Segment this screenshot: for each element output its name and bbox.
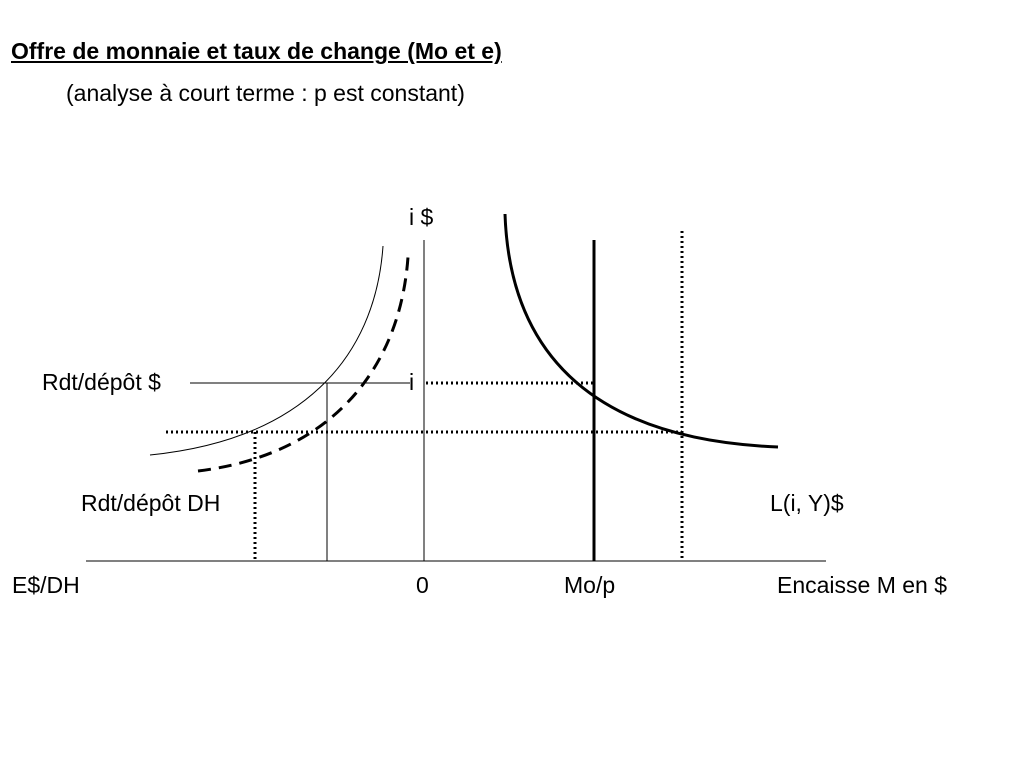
page-subtitle: (analyse à court terme : p est constant)	[66, 80, 465, 106]
exchange-rate-axis-label: E$/DH	[12, 572, 80, 598]
money-demand-label: L(i, Y)$	[770, 490, 844, 516]
rdt-depot-dh-curve	[149, 245, 384, 456]
rdt-depot-dollar-label: Rdt/dépôt $	[42, 369, 161, 395]
shifted-rdt-depot-dh-curve	[197, 256, 410, 473]
money-supply-label: Mo/p	[564, 572, 616, 598]
origin-label: 0	[416, 572, 429, 598]
rdt-depot-dh-label: Rdt/dépôt DH	[81, 490, 221, 516]
x-axis-label: Encaisse M en $	[777, 572, 948, 598]
y-axis-label: i $	[409, 204, 434, 230]
money-demand-curve	[503, 213, 779, 449]
page-title: Offre de monnaie et taux de change (Mo e…	[11, 38, 502, 64]
interest-rate-label: i	[409, 369, 415, 395]
